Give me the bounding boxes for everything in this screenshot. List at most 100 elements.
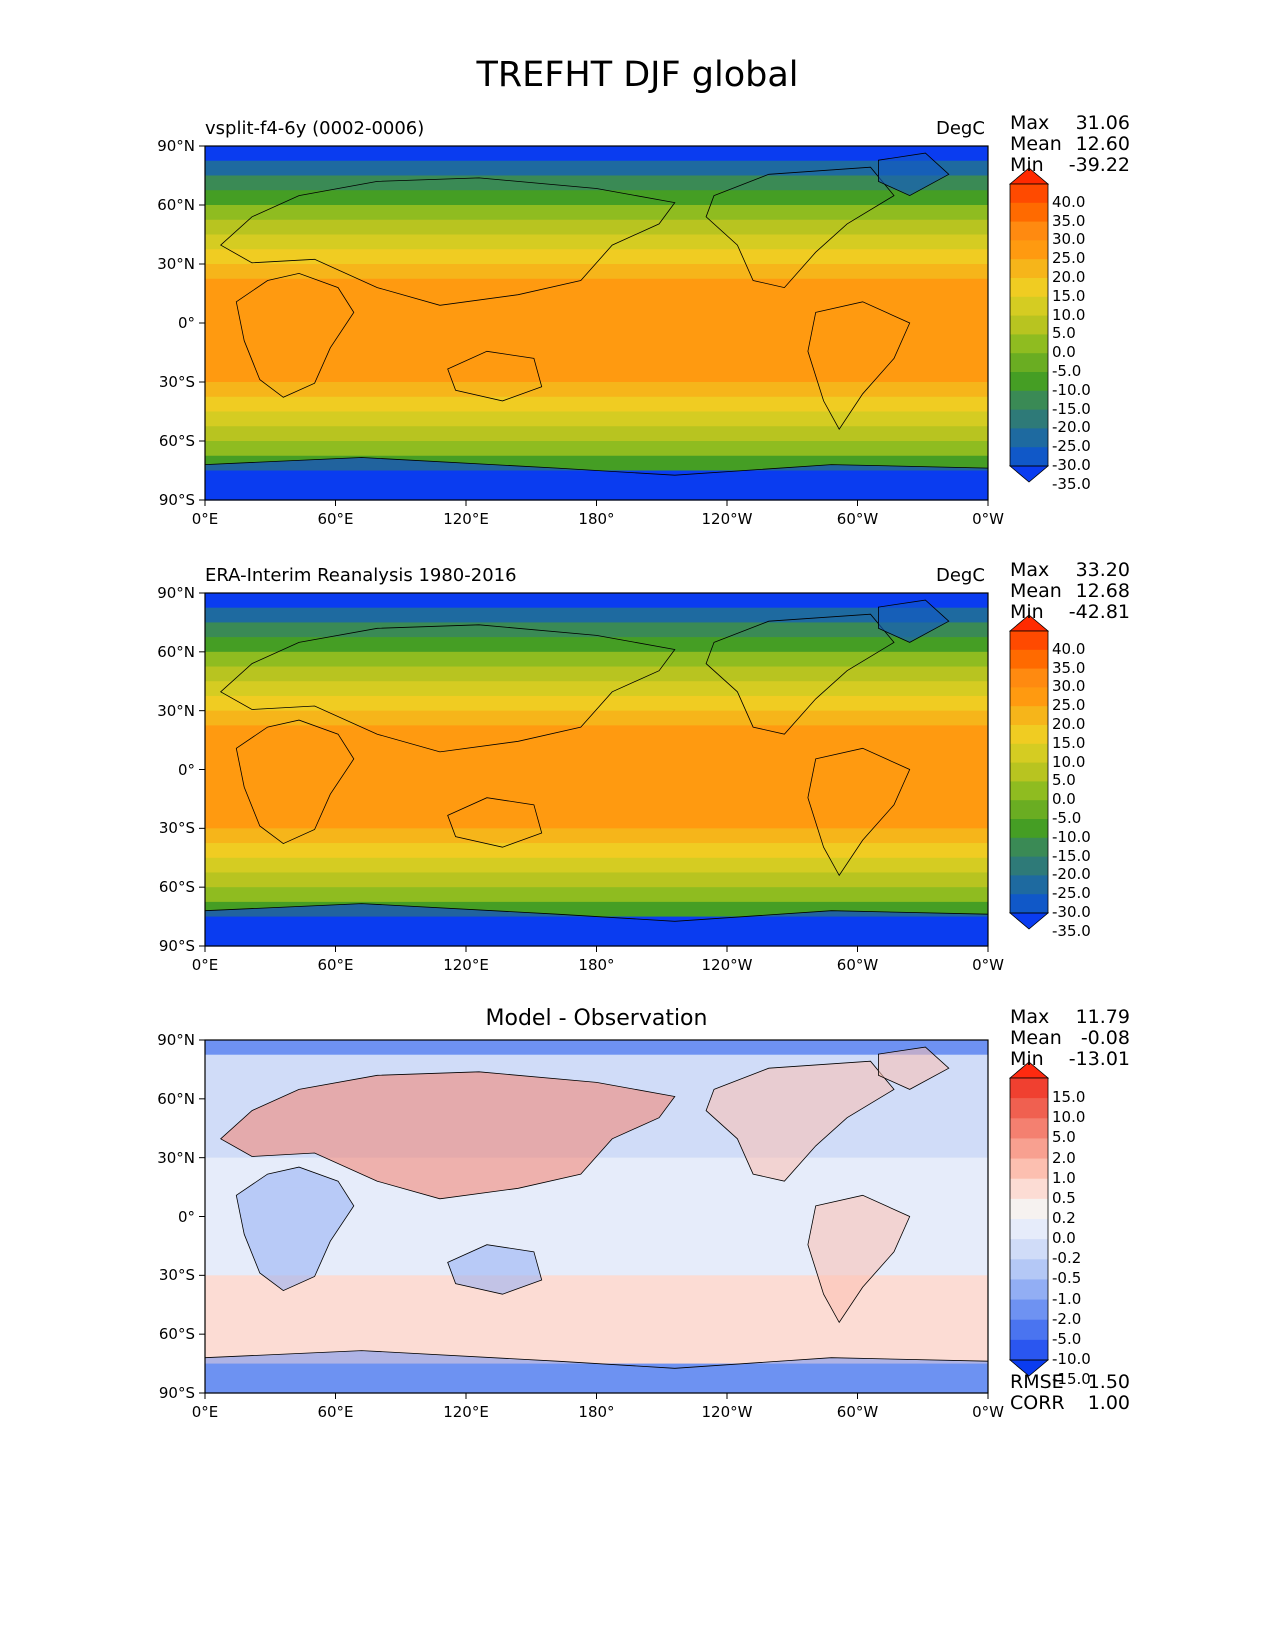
y-tick-label: 0° xyxy=(177,760,195,779)
colorbar-label: -35.0 xyxy=(1052,474,1091,493)
colorbar-label: 0.0 xyxy=(1052,1229,1076,1248)
map-band xyxy=(205,396,988,413)
colorbar-label: -0.2 xyxy=(1052,1249,1082,1268)
colorbar-box xyxy=(1010,1158,1048,1180)
colorbar-label: -0.5 xyxy=(1052,1269,1082,1288)
y-tick-label: 60°N xyxy=(157,642,195,661)
colorbar-label: -5.0 xyxy=(1052,362,1082,380)
colorbar-box xyxy=(1010,1299,1048,1321)
coastline xyxy=(235,1166,355,1292)
map-band xyxy=(205,1334,988,1350)
colorbar-label: -20.0 xyxy=(1052,865,1091,884)
map-band xyxy=(205,651,988,668)
y-tick-label: 30°S xyxy=(158,819,195,838)
map-band xyxy=(205,813,988,829)
map-band xyxy=(205,441,988,457)
colorbar-box xyxy=(1010,1138,1048,1160)
colorbar-label: 0.0 xyxy=(1052,343,1076,362)
units-label: DegC xyxy=(936,565,985,586)
colorbar-label: 30.0 xyxy=(1052,677,1086,696)
x-tick-label: 120°W xyxy=(701,510,753,528)
map-band xyxy=(205,1290,988,1306)
colorbar-label: -25.0 xyxy=(1052,884,1091,903)
map-band xyxy=(205,1231,988,1247)
y-tick-label: 60°S xyxy=(158,432,195,450)
map-band xyxy=(205,916,988,932)
panel-title: vsplit-f4-6y (0002-0006) xyxy=(205,118,425,139)
colorbar-label: -30.0 xyxy=(1052,903,1091,921)
x-tick-label: 180° xyxy=(578,1403,615,1421)
y-tick-label: 90°S xyxy=(158,937,195,955)
map-band xyxy=(205,872,988,888)
panel-title: ERA-Interim Reanalysis 1980-2016 xyxy=(205,565,517,586)
x-tick-label: 60°E xyxy=(317,1403,354,1421)
coastline xyxy=(447,797,543,848)
coastline xyxy=(220,1071,676,1200)
colorbar-box xyxy=(1010,353,1048,373)
map-band xyxy=(205,1157,988,1173)
x-tick-label: 60°E xyxy=(317,510,354,528)
map-band xyxy=(205,1187,988,1203)
coastline xyxy=(705,166,895,289)
y-tick-label: 30°N xyxy=(157,1148,195,1167)
colorbar-label: 0.5 xyxy=(1052,1188,1076,1207)
coastline xyxy=(447,350,543,402)
map-band xyxy=(205,264,988,280)
colorbar-label: 35.0 xyxy=(1052,211,1086,230)
coastline xyxy=(705,1060,895,1182)
colorbar-label: 2.0 xyxy=(1052,1148,1076,1167)
colorbar-box xyxy=(1010,221,1048,241)
colorbar-label: -30.0 xyxy=(1052,456,1091,474)
y-tick-label: 60°N xyxy=(157,1089,195,1108)
colorbar-label: -20.0 xyxy=(1052,418,1091,437)
x-tick-label: 0°E xyxy=(191,510,219,528)
map-band xyxy=(205,234,988,250)
stat-label-mean: Mean xyxy=(1010,580,1062,602)
map-band xyxy=(205,278,988,295)
stat-value-mean: 12.68 xyxy=(1075,580,1130,602)
colorbar-box xyxy=(1010,184,1048,204)
coastline xyxy=(705,613,895,735)
x-tick-label: 180° xyxy=(578,510,615,528)
map-band xyxy=(205,323,988,339)
map-band xyxy=(205,754,988,771)
colorbar-extend-min xyxy=(1008,465,1050,483)
y-tick-label: 90°S xyxy=(158,1384,195,1402)
x-tick-label: 0°W xyxy=(972,510,1004,528)
colorbar-box xyxy=(1010,1239,1048,1260)
coastline xyxy=(204,457,989,501)
y-tick-label: 90°N xyxy=(157,584,195,602)
map-band xyxy=(205,607,988,624)
units-label: DegC xyxy=(936,118,985,139)
colorbar-label: 15.0 xyxy=(1052,286,1086,305)
map-band xyxy=(205,219,988,236)
colorbar-box xyxy=(1010,390,1048,411)
colorbar-label: 40.0 xyxy=(1052,639,1086,658)
map-band xyxy=(205,931,988,947)
map-frame xyxy=(204,592,989,947)
y-tick-label: 30°S xyxy=(158,1266,195,1285)
map-band xyxy=(205,1113,988,1129)
map-band xyxy=(205,308,988,324)
colorbar-box xyxy=(1010,1178,1048,1200)
colorbar-box xyxy=(1010,800,1048,820)
map-band xyxy=(205,622,988,638)
colorbar-label: -1.0 xyxy=(1052,1289,1082,1308)
map-band xyxy=(205,740,988,756)
colorbar-box xyxy=(1010,875,1048,895)
stat-label-min: Min xyxy=(1010,154,1044,176)
map-band xyxy=(205,411,988,427)
map-band xyxy=(205,695,988,712)
colorbar-label: 25.0 xyxy=(1052,696,1086,715)
stat-value-min: -42.81 xyxy=(1068,601,1130,623)
colorbar-box xyxy=(1010,1259,1048,1280)
map-band xyxy=(205,1054,988,1071)
metric-label-rmse: RMSE xyxy=(1010,1371,1064,1393)
colorbar-box xyxy=(1010,1078,1048,1099)
x-tick-label: 120°E xyxy=(443,510,489,528)
map-band xyxy=(205,593,988,609)
map-band xyxy=(205,249,988,265)
map-band xyxy=(205,160,988,177)
map-band xyxy=(205,1348,988,1365)
colorbar-label: 35.0 xyxy=(1052,658,1086,677)
